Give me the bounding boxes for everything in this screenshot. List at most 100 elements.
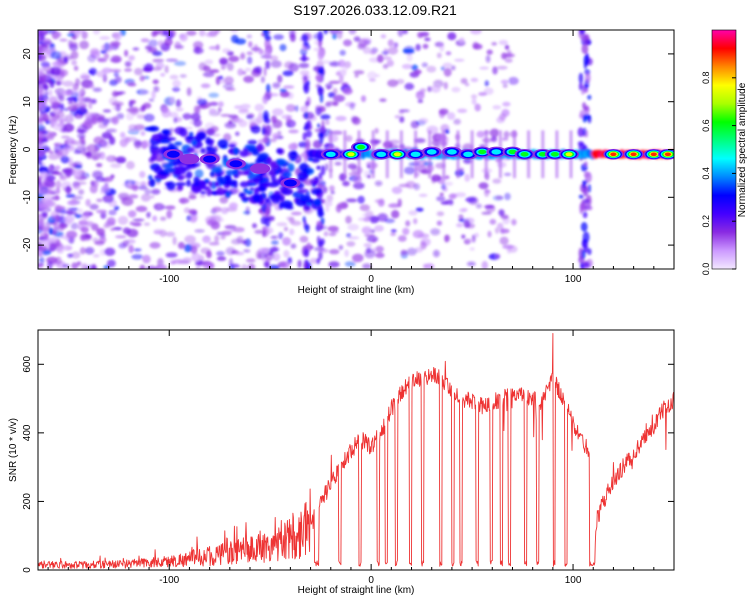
spectrogram-noise-cell <box>160 72 166 77</box>
spectrogram-noise-cell <box>342 180 350 187</box>
spectrogram-noise-cell <box>224 121 237 129</box>
spectrogram-noise-cell <box>69 30 75 34</box>
spectrogram-blob <box>630 152 637 157</box>
spectrogram-noise-cell <box>73 65 79 71</box>
spectrogram-stripe-cell <box>583 88 589 94</box>
spectrogram-noise-cell <box>503 130 510 139</box>
spectrogram-noise-cell <box>487 230 492 238</box>
spectrogram-noise-cell <box>38 256 45 265</box>
spectrogram-noise-cell <box>209 69 220 73</box>
spectrogram-noise-cell <box>464 82 470 87</box>
spectrogram-noise-cell <box>107 155 113 163</box>
spectrogram-noise-cell <box>90 152 101 161</box>
spectrogram-noise-cell <box>140 131 146 136</box>
spectrogram-noise-cell <box>299 235 309 243</box>
spectrogram-band-cell <box>313 181 318 186</box>
spectrogram-noise-cell <box>56 246 64 254</box>
spectrogram-band-cell <box>177 185 183 191</box>
spectrogram-noise-cell <box>220 234 226 240</box>
spectrogram-noise-cell <box>502 83 508 88</box>
spectrogram-band-cell <box>172 168 183 176</box>
spectrogram-band-cell <box>200 147 207 154</box>
spectrogram-noise-cell <box>377 199 385 207</box>
spectrogram-noise-cell <box>188 194 197 200</box>
spectrogram-noise-cell <box>105 176 114 182</box>
spectrogram-noise-cell <box>456 222 464 228</box>
spectrogram-ytick-label: -10 <box>22 190 33 205</box>
spectrogram-noise-cell <box>417 31 424 39</box>
spectrogram-noise-cell <box>177 241 185 250</box>
spectrogram-noise-cell <box>222 82 234 90</box>
spectrogram-blob <box>410 151 421 157</box>
spectrogram-noise-cell <box>57 59 66 68</box>
spectrogram-noise-cell <box>406 53 413 62</box>
spectrogram-noise-cell <box>372 238 377 243</box>
spectrogram-noise-cell <box>419 88 427 93</box>
spectrogram-noise-cell <box>506 49 512 58</box>
spectrogram-noise-cell <box>41 211 48 218</box>
spectrogram-noise-cell <box>57 110 65 120</box>
spectrogram-noise-cell <box>153 30 160 36</box>
spectrogram-noise-cell <box>248 118 261 126</box>
spectrogram-stripe-cell <box>263 261 270 268</box>
spectrogram-ylabel: Frequency (Hz) <box>8 116 19 185</box>
colorbar: 0.0 0.2 0.4 0.6 0.8 Normalized spectral ampl… <box>701 29 748 275</box>
spectrogram-noise-cell <box>492 105 502 110</box>
spectrogram-band-cell <box>247 183 257 186</box>
spectrogram-noise-cell <box>353 70 365 75</box>
spectrogram-noise-cell <box>484 204 495 209</box>
spectrogram-noise-cell <box>152 215 158 222</box>
spectrogram-noise-cell <box>108 136 116 146</box>
spectrogram-noise-cell <box>252 223 257 229</box>
spectrogram-noise-cell <box>152 79 159 85</box>
spectrogram-noise-cell <box>369 50 377 55</box>
spectrogram-noise-cell <box>408 210 418 216</box>
spectrogram-noise-cell <box>190 112 201 122</box>
spectrogram-band-cell <box>163 167 176 173</box>
spectrogram-noise-cell <box>352 116 361 125</box>
spectrogram-noise-cell <box>289 228 295 236</box>
spectrogram-noise-cell <box>54 205 66 210</box>
spectrogram-noise-cell <box>148 47 158 53</box>
spectrogram-noise-cell <box>89 48 100 55</box>
spectrogram-noise-cell <box>89 203 99 210</box>
spectrogram-noise-cell <box>443 181 454 187</box>
spectrogram-noise-cell <box>328 261 340 268</box>
spectrogram-noise-cell <box>500 79 509 84</box>
spectrogram-noise-cell <box>383 56 392 60</box>
spectrogram-band-cell <box>316 165 321 170</box>
spectrogram-noise-cell <box>79 90 84 95</box>
spectrogram-noise-cell <box>55 194 60 201</box>
spectrogram-noise-cell <box>324 102 331 108</box>
spectrogram-noise-cell <box>402 30 408 35</box>
spectrogram-noise-cell <box>140 193 151 202</box>
spectrogram-noise-cell <box>331 130 343 135</box>
spectrogram-noise-cell <box>67 101 74 105</box>
spectrogram-noise-cell <box>132 218 145 222</box>
spectrogram-noise-cell <box>104 220 116 227</box>
spectrogram-noise-cell <box>164 65 169 74</box>
spectrogram-noise-cell <box>234 251 245 256</box>
spectrogram-noise-cell <box>391 210 400 219</box>
spectrogram-band-cell <box>249 187 255 191</box>
spectrogram-stripe-cell <box>264 47 271 59</box>
spectrogram-noise-cell <box>323 231 329 237</box>
spectrogram-stripe-cell <box>319 92 324 104</box>
spectrogram-noise-cell <box>128 194 139 199</box>
spectrogram-noise-cell <box>88 70 95 74</box>
spectrogram-noise-cell <box>461 234 466 239</box>
spectrogram-band-cell <box>206 146 211 151</box>
spectrogram-noise-cell <box>212 133 221 137</box>
spectrogram-noise-cell <box>58 148 69 157</box>
spectrogram-band-cell <box>267 156 272 163</box>
spectrogram-noise-cell <box>107 259 116 268</box>
spectrogram-noise-cell <box>202 262 215 269</box>
spectrogram-stripe-cell <box>583 245 589 253</box>
spectrogram-noise-cell <box>143 113 155 122</box>
spectrogram-band-cell <box>151 153 157 161</box>
spectrogram-noise-cell <box>400 249 408 256</box>
spectrogram-noise-cell <box>214 235 220 243</box>
spectrogram-noise-cell <box>189 215 198 223</box>
spectrogram-band-cell <box>255 158 263 164</box>
spectrogram-noise-cell <box>391 186 403 194</box>
